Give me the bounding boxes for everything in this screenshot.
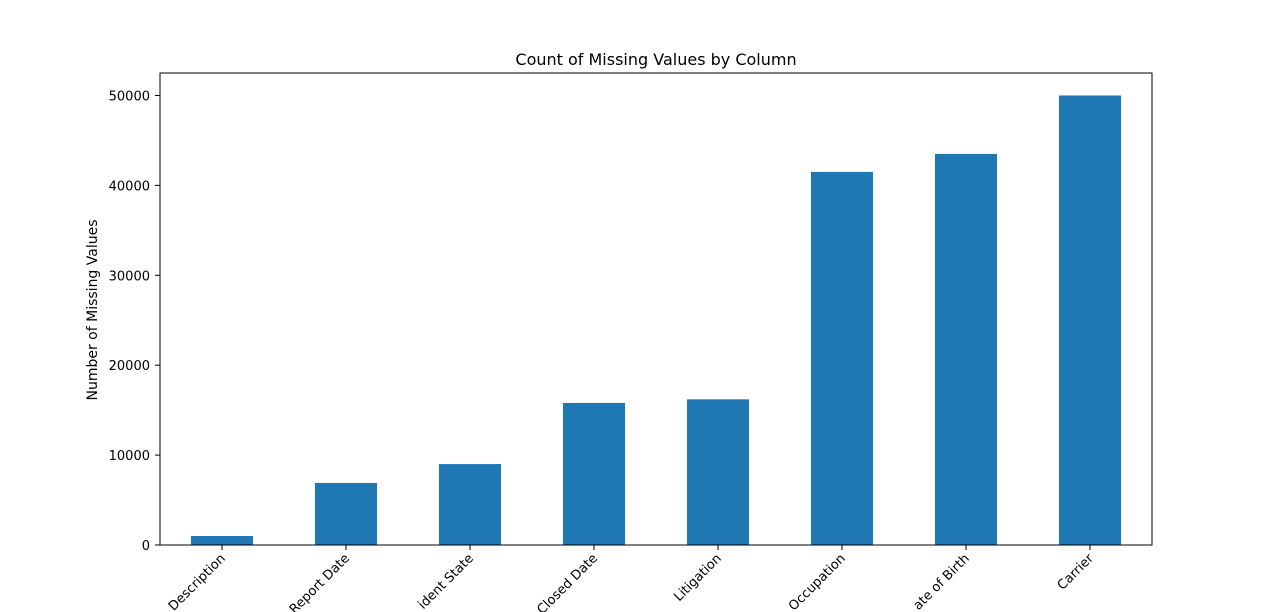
y-tick-label-1: 10000 bbox=[109, 449, 150, 464]
y-tick-label-4: 40000 bbox=[109, 179, 150, 194]
y-tick-label-5: 50000 bbox=[109, 89, 150, 104]
x-tick-label-6: ate of Birth bbox=[911, 551, 973, 612]
bar-3 bbox=[563, 402, 625, 545]
y-tick-label-0: 0 bbox=[142, 539, 150, 554]
x-axis: Description Report Date ident State Closed … bbox=[166, 545, 1097, 612]
bar-5 bbox=[811, 171, 873, 545]
x-tick-label-5: Occupation bbox=[786, 551, 849, 612]
bars-group bbox=[191, 95, 1121, 545]
y-axis: 0 10000 20000 30000 40000 50000 bbox=[109, 89, 160, 554]
plot-frame bbox=[159, 72, 1153, 546]
bar-0 bbox=[191, 536, 253, 545]
x-tick-label-1: Report Date bbox=[287, 551, 353, 612]
x-tick-label-7: Carrier bbox=[1055, 551, 1098, 594]
bar-2 bbox=[439, 464, 501, 545]
bar-4 bbox=[687, 399, 749, 545]
y-tick-label-3: 30000 bbox=[109, 269, 150, 284]
chart-title: Count of Missing Values by Column bbox=[515, 50, 796, 69]
bar-7 bbox=[1059, 95, 1121, 545]
x-tick-label-4: Litigation bbox=[671, 551, 725, 605]
y-tick-label-2: 20000 bbox=[109, 359, 150, 374]
bar-6 bbox=[935, 153, 997, 545]
x-tick-label-2: ident State bbox=[415, 551, 476, 612]
x-tick-label-3: Closed Date bbox=[534, 551, 600, 612]
y-axis-label: Number of Missing Values bbox=[85, 219, 101, 400]
bar-1 bbox=[315, 482, 377, 545]
x-tick-label-0: Description bbox=[166, 551, 229, 612]
